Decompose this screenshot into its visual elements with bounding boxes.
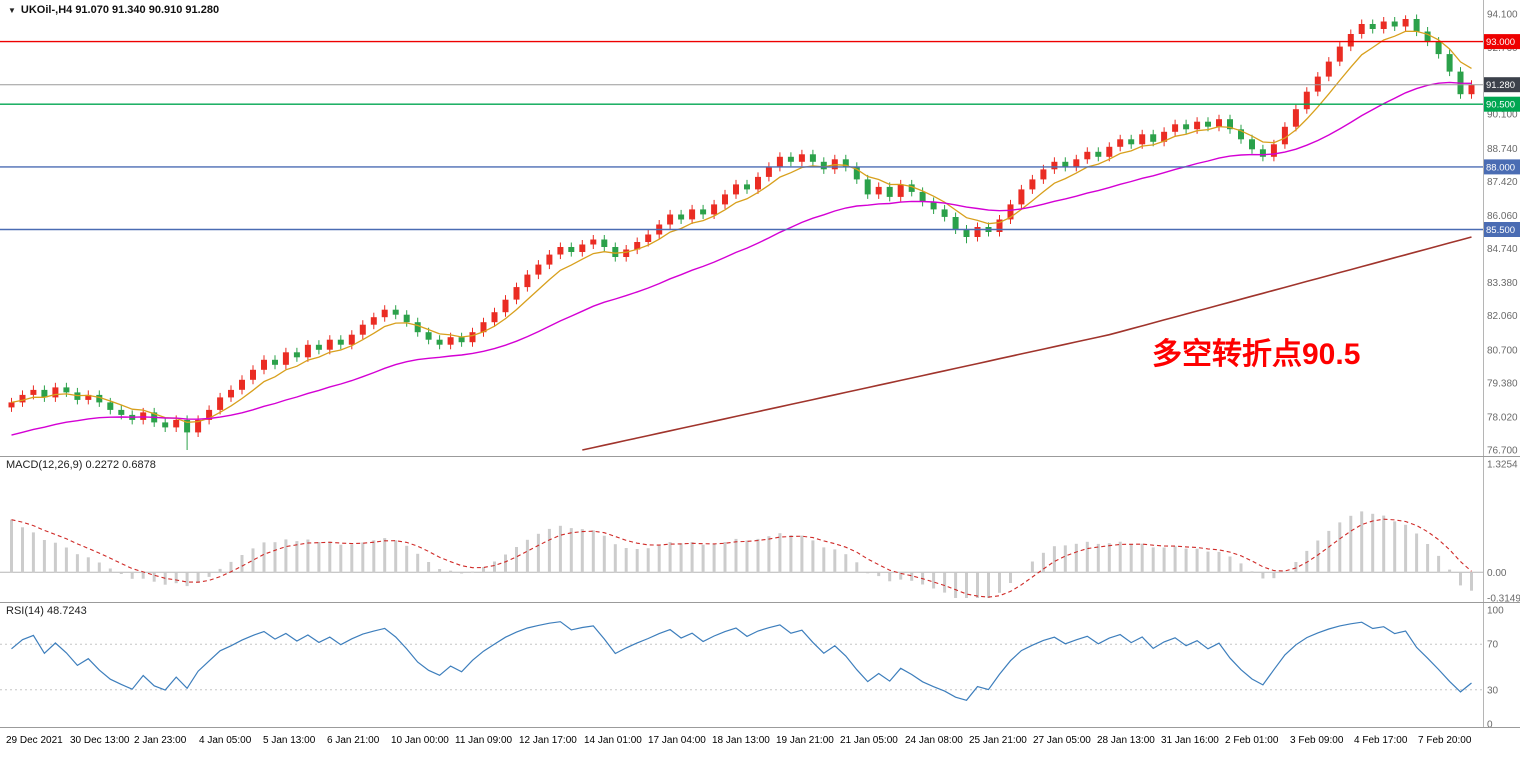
svg-text:0.00: 0.00 xyxy=(1487,568,1507,579)
price-chart-panel[interactable]: 94.10092.76091.42090.10088.74087.42086.0… xyxy=(0,0,1520,456)
time-label: 6 Jan 21:00 xyxy=(327,735,380,746)
price-level-tag[interactable] xyxy=(1484,159,1520,175)
svg-text:90.500: 90.500 xyxy=(1486,100,1515,111)
time-label: 19 Jan 21:00 xyxy=(776,735,834,746)
svg-text:94.100: 94.100 xyxy=(1487,10,1518,21)
time-label: 18 Jan 13:00 xyxy=(712,735,770,746)
macd-histogram xyxy=(10,511,1473,598)
candles-layer xyxy=(8,14,1475,450)
price-level-tag[interactable] xyxy=(1484,96,1520,112)
svg-text:88.740: 88.740 xyxy=(1487,144,1518,155)
price-level-85.500[interactable]: 85.500 xyxy=(0,222,1520,237)
time-axis[interactable]: 29 Dec 2021 30 Dec 13:00 2 Jan 23:00 4 Jan … xyxy=(0,728,1520,759)
svg-text:70: 70 xyxy=(1487,640,1499,651)
time-label: 30 Dec 13:00 xyxy=(70,735,130,746)
panel-separator-macd[interactable] xyxy=(0,456,1520,457)
time-label: 10 Jan 00:00 xyxy=(391,735,449,746)
price-level-tag[interactable] xyxy=(1484,34,1520,50)
chart-title: ▼ UKOil-,H4 91.070 91.340 90.910 91.280 xyxy=(8,4,219,16)
macd-indicator-label: MACD(12,26,9) 0.2272 0.6878 xyxy=(6,459,156,471)
svg-text:88.000: 88.000 xyxy=(1486,162,1515,173)
svg-text:78.020: 78.020 xyxy=(1487,412,1518,423)
price-level-tag[interactable] xyxy=(1484,222,1520,237)
svg-text:91.280: 91.280 xyxy=(1486,80,1515,91)
price-level-tag[interactable] xyxy=(1484,77,1520,93)
price-level-93.000[interactable]: 93.000 xyxy=(0,34,1520,50)
svg-text:0: 0 xyxy=(1487,720,1493,729)
time-label: 2 Feb 01:00 xyxy=(1225,735,1279,746)
panel-separator-timeaxis xyxy=(0,727,1520,728)
macd-signal-line xyxy=(11,518,1472,598)
ma-slow-line xyxy=(582,236,1472,451)
rsi-indicator-label: RSI(14) 48.7243 xyxy=(6,605,87,617)
time-label: 4 Feb 17:00 xyxy=(1354,735,1408,746)
svg-text:80.700: 80.700 xyxy=(1487,345,1518,356)
svg-text:100: 100 xyxy=(1487,606,1504,617)
svg-text:84.740: 84.740 xyxy=(1487,244,1518,255)
time-label: 21 Jan 05:00 xyxy=(840,735,898,746)
time-label: 29 Dec 2021 xyxy=(6,735,63,746)
time-label: 31 Jan 16:00 xyxy=(1161,735,1219,746)
svg-text:82.060: 82.060 xyxy=(1487,311,1518,322)
chart-title-text: UKOil-,H4 91.070 91.340 90.910 91.280 xyxy=(20,4,220,16)
time-label: 28 Jan 13:00 xyxy=(1097,735,1155,746)
time-label: 12 Jan 17:00 xyxy=(519,735,577,746)
ma-mid-line xyxy=(11,81,1472,436)
svg-text:86.060: 86.060 xyxy=(1487,211,1518,222)
price-level-91.280[interactable]: 91.280 xyxy=(0,77,1520,93)
svg-text:93.000: 93.000 xyxy=(1486,37,1515,48)
ma-fast-line xyxy=(11,30,1472,423)
time-label: 24 Jan 08:00 xyxy=(905,735,963,746)
price-level-88.000[interactable]: 88.000 xyxy=(0,159,1520,175)
panel-separator-rsi[interactable] xyxy=(0,602,1520,603)
svg-text:-0.3149: -0.3149 xyxy=(1487,594,1520,603)
svg-text:1.3254: 1.3254 xyxy=(1487,460,1518,471)
time-label: 14 Jan 01:00 xyxy=(584,735,642,746)
annotation-text: 多空转折点90.5 xyxy=(1152,338,1361,371)
time-label: 2 Jan 23:00 xyxy=(134,735,187,746)
dropdown-triangle-icon: ▼ xyxy=(8,6,16,15)
svg-text:85.500: 85.500 xyxy=(1486,225,1515,236)
svg-text:90.100: 90.100 xyxy=(1487,110,1518,121)
time-label: 7 Feb 20:00 xyxy=(1418,735,1472,746)
rsi-line xyxy=(11,621,1472,701)
price-level-90.500[interactable]: 90.500 xyxy=(0,96,1520,112)
time-label: 11 Jan 09:00 xyxy=(455,735,513,746)
time-label: 4 Jan 05:00 xyxy=(199,735,252,746)
price-scale-separator xyxy=(1483,0,1484,728)
time-label: 17 Jan 04:00 xyxy=(648,735,706,746)
svg-text:76.700: 76.700 xyxy=(1487,446,1518,457)
time-label: 27 Jan 05:00 xyxy=(1033,735,1091,746)
svg-text:87.420: 87.420 xyxy=(1487,177,1518,188)
time-label: 25 Jan 21:00 xyxy=(969,735,1027,746)
rsi-panel[interactable]: 100 70 30 0 xyxy=(0,602,1520,728)
macd-panel[interactable]: 1.3254 0.00 -0.3149 xyxy=(0,456,1520,602)
macd-axis-labels: 1.3254 0.00 -0.3149 xyxy=(1487,460,1520,603)
svg-text:83.380: 83.380 xyxy=(1487,278,1518,289)
svg-text:30: 30 xyxy=(1487,685,1499,696)
time-label: 3 Feb 09:00 xyxy=(1290,735,1344,746)
svg-text:79.380: 79.380 xyxy=(1487,378,1518,389)
rsi-axis-labels: 100 70 30 0 xyxy=(1487,606,1504,729)
time-label: 5 Jan 13:00 xyxy=(263,735,316,746)
